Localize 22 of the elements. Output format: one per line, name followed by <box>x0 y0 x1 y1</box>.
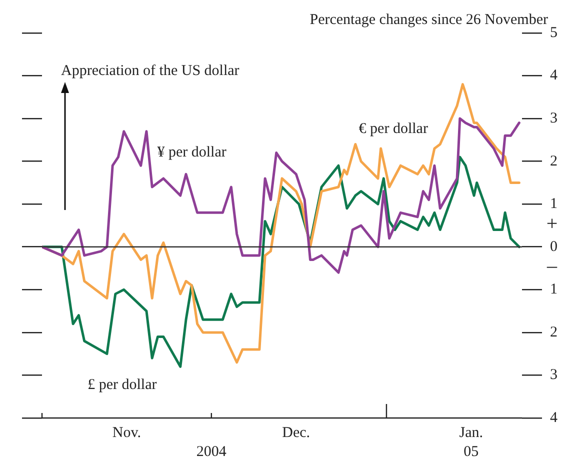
y-tick-label: 2 <box>550 324 558 340</box>
x-tick-label: Dec. <box>282 424 310 441</box>
series-label: £ per dollar <box>88 377 157 394</box>
series-label: € per dollar <box>358 121 428 138</box>
text: 2004 <box>196 444 227 459</box>
y-tick-label: 5 <box>550 24 558 41</box>
x-tick-label: Jan. <box>459 424 484 441</box>
y-tick-label: 3 <box>550 367 558 384</box>
text: + <box>546 213 558 236</box>
y-tick-label: 4 <box>550 410 558 426</box>
y-tick-label: 1 <box>550 282 558 298</box>
y-tick-label: 3 <box>550 110 558 126</box>
x-tick-label: Nov. <box>112 424 142 441</box>
y-tick-label: 2 <box>550 153 558 170</box>
series-label: ¥ per dollar <box>157 144 226 160</box>
y-tick-label: 0 <box>550 238 558 255</box>
text: – <box>546 255 558 278</box>
y-tick-label: 1 <box>550 196 558 212</box>
annotation: Appreciation of the US dollar <box>61 62 240 79</box>
text: 05 <box>464 444 479 459</box>
y-tick-label: 4 <box>550 68 558 84</box>
chart-title: Percentage changes since 26 November <box>310 12 548 28</box>
